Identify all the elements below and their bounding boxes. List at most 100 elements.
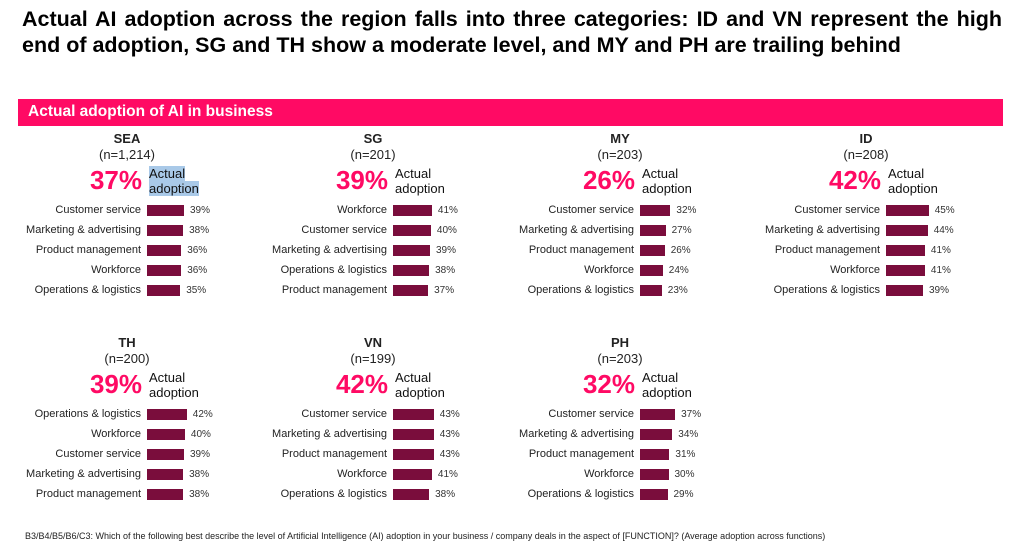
bar-category-label: Customer service bbox=[548, 408, 634, 420]
bar-value-label: 42% bbox=[192, 409, 213, 420]
bar-value-label: 39% bbox=[190, 449, 211, 460]
footnote: B3/B4/B5/B6/C3: Which of the following b… bbox=[25, 531, 826, 541]
panel-sample-size: (n=199) bbox=[350, 351, 396, 366]
bar bbox=[147, 469, 184, 480]
bar bbox=[640, 409, 676, 420]
headline-label: Actual adoption bbox=[395, 166, 445, 196]
bar-value-label: 41% bbox=[437, 205, 458, 216]
panel-sample-size: (n=203) bbox=[597, 351, 643, 366]
bar-category-label: Product management bbox=[35, 488, 141, 500]
bar bbox=[886, 265, 925, 276]
panel-title: SEA bbox=[113, 131, 141, 146]
bar-value-label: 35% bbox=[186, 285, 207, 296]
banner-title: Actual adoption of AI in business bbox=[28, 103, 273, 120]
bar-category-label: Product management bbox=[774, 244, 880, 256]
bar bbox=[393, 205, 432, 216]
bar-value-label: 36% bbox=[187, 245, 208, 256]
headline-percentage: 39% bbox=[335, 165, 388, 195]
bar-category-label: Marketing & advertising bbox=[272, 244, 387, 256]
headline: Actual AI adoption across the region fal… bbox=[22, 7, 1002, 57]
bar-value-label: 43% bbox=[439, 409, 460, 420]
chart-panel-my: MY (n=203) 26% Actual adoption Customer servi… bbox=[500, 131, 740, 311]
bar-category-label: Operations & logistics bbox=[527, 488, 634, 500]
bar-value-label: 45% bbox=[934, 205, 955, 216]
bar-category-label: Customer service bbox=[301, 408, 387, 420]
bar-value-label: 24% bbox=[668, 265, 689, 276]
bar-category-label: Workforce bbox=[584, 264, 634, 276]
bar-category-label: Marketing & advertising bbox=[26, 468, 141, 480]
bar bbox=[640, 245, 665, 256]
bar bbox=[147, 205, 184, 216]
headline-percentage: 39% bbox=[89, 369, 142, 399]
headline-percentage: 42% bbox=[828, 165, 881, 195]
bar bbox=[147, 245, 182, 256]
bar-value-label: 39% bbox=[929, 285, 950, 296]
chart-panel-vn: VN (n=199) 42% Actual adoption Customer servi… bbox=[253, 335, 493, 515]
bar-category-label: Workforce bbox=[337, 468, 387, 480]
bar-value-label: 23% bbox=[667, 285, 688, 296]
bar-value-label: 26% bbox=[670, 245, 691, 256]
bar-category-label: Operations & logistics bbox=[34, 408, 141, 420]
panel-title: PH bbox=[610, 335, 630, 350]
bar-category-label: Marketing & advertising bbox=[765, 224, 880, 236]
bar bbox=[393, 409, 434, 420]
headline-label: Actual adoption bbox=[149, 166, 199, 196]
bar bbox=[147, 489, 184, 500]
headline-label: Actual adoption bbox=[149, 370, 199, 400]
bar-category-label: Operations & logistics bbox=[527, 284, 634, 296]
bar bbox=[393, 225, 431, 236]
bar-category-label: Customer service bbox=[55, 448, 141, 460]
bar-value-label: 43% bbox=[439, 429, 460, 440]
bar bbox=[393, 285, 429, 296]
panel-title: SG bbox=[363, 131, 383, 146]
bar-value-label: 30% bbox=[674, 469, 695, 480]
bar-category-label: Workforce bbox=[91, 428, 141, 440]
bar bbox=[640, 449, 670, 460]
panel-title: MY bbox=[610, 131, 630, 146]
bar bbox=[640, 489, 668, 500]
bar bbox=[640, 225, 666, 236]
bar-category-label: Workforce bbox=[337, 204, 387, 216]
bar-value-label: 39% bbox=[190, 205, 211, 216]
chart-panel-sea: SEA (n=1,214) 37% Actual adoption Customer se… bbox=[7, 131, 247, 311]
bar-category-label: Product management bbox=[528, 244, 634, 256]
panel-title: VN bbox=[363, 335, 383, 350]
headline-label: Actual adoption bbox=[395, 370, 445, 400]
bar-category-label: Marketing & advertising bbox=[272, 428, 387, 440]
bar-value-label: 44% bbox=[933, 225, 954, 236]
headline-label: Actual adoption bbox=[888, 166, 938, 196]
panel-title: ID bbox=[859, 131, 873, 146]
bar-value-label: 31% bbox=[675, 449, 696, 460]
bar-value-label: 39% bbox=[436, 245, 457, 256]
bar-value-label: 27% bbox=[671, 225, 692, 236]
headline-percentage: 32% bbox=[582, 369, 635, 399]
bar bbox=[640, 265, 663, 276]
bar-value-label: 36% bbox=[187, 265, 208, 276]
bar-category-label: Marketing & advertising bbox=[519, 428, 634, 440]
bar-category-label: Marketing & advertising bbox=[26, 224, 141, 236]
bar-category-label: Workforce bbox=[830, 264, 880, 276]
bar-category-label: Operations & logistics bbox=[280, 488, 387, 500]
bar bbox=[147, 225, 184, 236]
panel-title: TH bbox=[118, 335, 136, 350]
bar-category-label: Customer service bbox=[548, 204, 634, 216]
headline-label: Actual adoption bbox=[642, 166, 692, 196]
bar bbox=[147, 265, 182, 276]
chart-panel-th: TH (n=200) 39% Actual adoption Operations & l… bbox=[7, 335, 247, 515]
bar-value-label: 41% bbox=[930, 245, 951, 256]
headline-percentage: 37% bbox=[89, 165, 142, 195]
bar bbox=[886, 205, 929, 216]
bar-value-label: 41% bbox=[930, 265, 951, 276]
bar-value-label: 32% bbox=[676, 205, 697, 216]
bar-category-label: Product management bbox=[281, 284, 387, 296]
bar-category-label: Operations & logistics bbox=[773, 284, 880, 296]
bar bbox=[393, 449, 434, 460]
bar-category-label: Product management bbox=[35, 244, 141, 256]
bar bbox=[147, 409, 187, 420]
panel-sample-size: (n=203) bbox=[597, 147, 643, 162]
panel-sample-size: (n=208) bbox=[843, 147, 889, 162]
bar bbox=[147, 285, 181, 296]
bar bbox=[147, 429, 185, 440]
panel-sample-size: (n=200) bbox=[104, 351, 150, 366]
chart-panel-ph: PH (n=203) 32% Actual adoption Customer servi… bbox=[500, 335, 740, 515]
